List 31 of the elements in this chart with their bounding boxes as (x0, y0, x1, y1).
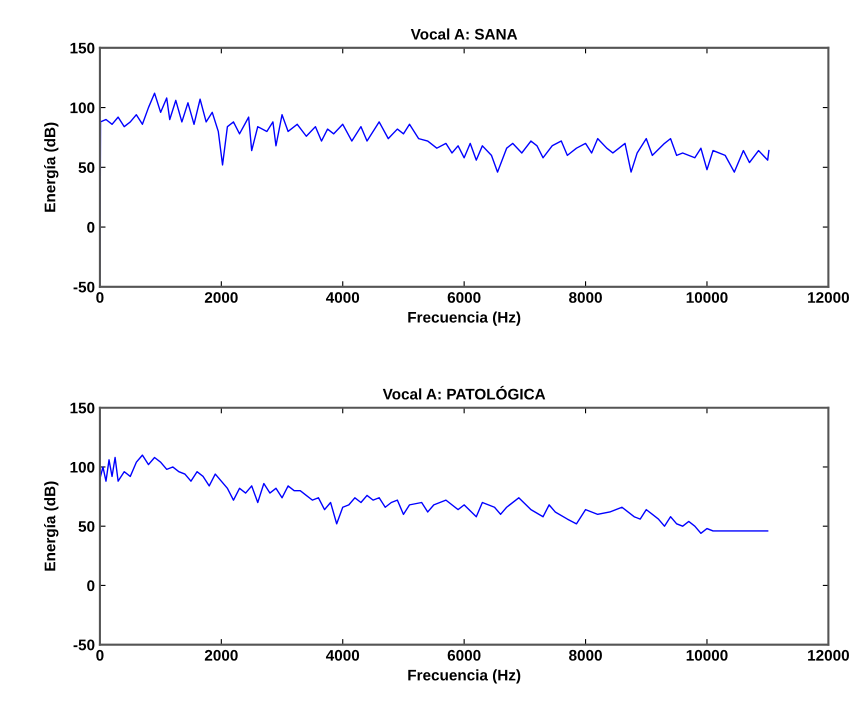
x-axis-title: Frecuencia (Hz) (408, 311, 520, 326)
y-tick-label: 50 (78, 521, 94, 532)
x-tick-label: 4000 (326, 650, 360, 661)
y-tick-label: 50 (78, 162, 94, 173)
y-tick-label: 100 (70, 102, 94, 114)
chart-title: Vocal A: SANA (410, 28, 518, 40)
x-tick-label: 4000 (326, 292, 360, 303)
x-tick-label: 0 (96, 292, 104, 303)
x-tick-label: 8000 (569, 650, 602, 661)
x-tick-label: 12000 (808, 650, 849, 661)
x-tick-label: 6000 (448, 292, 481, 303)
x-tick-label: 10000 (686, 292, 728, 303)
x-tick-label: 12000 (808, 292, 849, 303)
y-tick-label: 150 (70, 42, 94, 54)
x-tick-label: 10000 (686, 650, 728, 661)
y-tick-label: 0 (87, 222, 94, 233)
x-axis-title: Frecuencia (Hz) (408, 669, 520, 684)
y-tick-label: 100 (70, 462, 94, 473)
x-tick-label: 2000 (204, 650, 238, 661)
y-axis-title: Energía (dB) (44, 122, 58, 212)
x-tick-label: 2000 (204, 292, 238, 303)
chart-title: Vocal A: PATOLÓGICA (382, 386, 546, 400)
y-axis-title: Energía (dB) (44, 482, 58, 571)
x-tick-label: 8000 (569, 292, 602, 303)
line-series (100, 454, 768, 534)
y-tick-label: 150 (70, 402, 94, 414)
x-tick-label: 0 (96, 650, 104, 661)
y-tick-label: -50 (74, 282, 94, 293)
x-tick-label: 6000 (448, 650, 481, 661)
y-tick-label: 0 (87, 580, 94, 592)
y-tick-label: -50 (74, 640, 94, 650)
